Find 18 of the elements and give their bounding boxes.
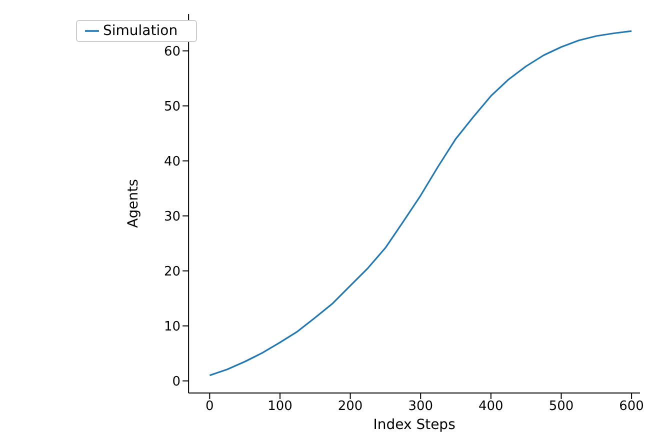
y-tick-label: 50: [164, 99, 181, 114]
x-tick-label: 300: [408, 399, 434, 414]
y-tick-label: 40: [164, 154, 181, 170]
y-tick-label: 60: [164, 44, 181, 60]
line-series: [208, 30, 632, 376]
x-tick-label: 0: [206, 399, 214, 414]
x-tick-label: 400: [478, 399, 504, 414]
x-tick-label: 500: [548, 399, 574, 414]
y-tick-label: 10: [164, 320, 181, 335]
x-axis-title: Index Steps: [373, 417, 456, 433]
x-tick-label: 100: [268, 399, 292, 414]
y-tick-label: 30: [164, 209, 181, 224]
x-tick-label: 200: [338, 399, 363, 414]
y-tick-label: 20: [164, 264, 181, 280]
y-axis-title: Agents: [126, 179, 142, 228]
legend-label: Simulation: [103, 23, 178, 39]
x-tick-label: 600: [619, 399, 644, 414]
y-tick-label: 0: [172, 374, 181, 390]
